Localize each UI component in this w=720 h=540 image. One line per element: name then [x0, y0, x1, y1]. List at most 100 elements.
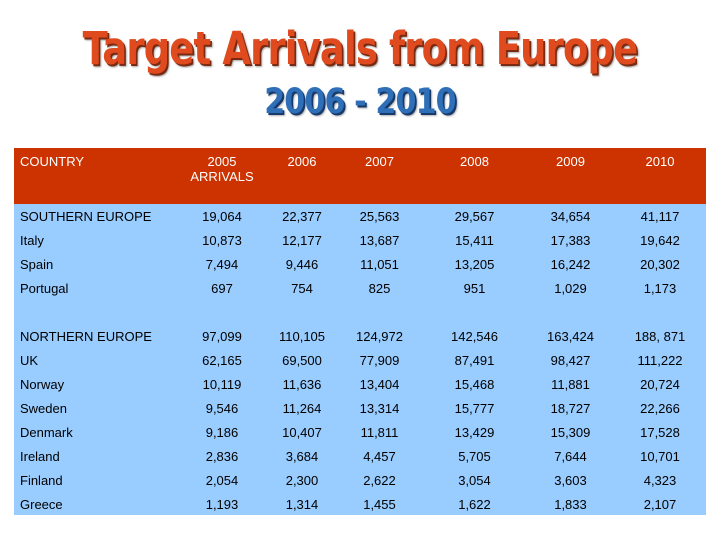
country-cell: SOUTHERN EUROPE [20, 208, 152, 224]
table-row: NORTHERN EUROPE 97,099 110,105 124,972 1… [14, 324, 706, 348]
table-row: Portugal 697 754 825 951 1,029 1,173 [14, 276, 706, 300]
value-cell: 11,051 [360, 256, 399, 272]
country-cell: Norway [20, 376, 65, 392]
value-cell: 1,173 [643, 280, 677, 296]
value-cell: 1,314 [285, 496, 319, 512]
country-cell: Finland [20, 472, 63, 488]
value-cell: 98,427 [550, 352, 591, 368]
country-cell: UK [20, 352, 39, 368]
column-header-2009: 2009 [556, 154, 585, 169]
value-cell: 19,064 [202, 208, 242, 224]
value-cell: 7,494 [205, 256, 239, 272]
value-cell: 13,404 [359, 376, 400, 392]
table-row: Italy 10,873 12,177 13,687 15,411 17,383… [14, 228, 706, 252]
value-cell: 3,603 [554, 472, 587, 488]
value-cell: 15,411 [455, 232, 494, 248]
value-cell: 9,546 [205, 400, 239, 416]
value-cell: 11,811 [360, 424, 399, 440]
value-cell: 29,567 [454, 208, 495, 224]
table-row: SOUTHERN EUROPE 19,064 22,377 25,563 29,… [14, 204, 706, 228]
value-cell: 2,107 [643, 496, 677, 512]
value-cell: 18,727 [550, 400, 591, 416]
table-row: Norway 10,119 11,636 13,404 15,468 11,88… [14, 372, 706, 396]
column-header-2008: 2008 [460, 154, 489, 169]
value-cell: 19,642 [640, 232, 680, 248]
value-cell: 754 [291, 280, 313, 296]
country-cell: Portugal [20, 280, 69, 296]
value-cell: 10,873 [202, 232, 242, 248]
value-cell: 1,455 [363, 496, 396, 512]
value-cell: 142,546 [451, 328, 498, 344]
value-cell: 15,777 [454, 400, 495, 416]
table-row: Denmark 9,186 10,407 11,811 13,429 15,30… [14, 420, 706, 444]
value-cell: 62,165 [202, 352, 242, 368]
table-row-spacer [14, 300, 706, 324]
value-cell: 10,407 [282, 424, 322, 440]
country-cell: Greece [20, 496, 63, 512]
value-cell: 77,909 [359, 352, 400, 368]
value-cell: 2,054 [205, 472, 239, 488]
table-row: Sweden 9,546 11,264 13,314 15,777 18,727… [14, 396, 706, 420]
country-cell: Ireland [20, 448, 60, 464]
value-cell: 22,377 [282, 208, 322, 224]
value-cell: 25,563 [359, 208, 400, 224]
page-title: Target Arrivals from Europe [82, 22, 638, 75]
value-cell: 17,383 [550, 232, 591, 248]
value-cell: 163,424 [547, 328, 594, 344]
value-cell: 951 [463, 280, 486, 296]
table-row: UK 62,165 69,500 77,909 87,491 98,427 11… [14, 348, 706, 372]
value-cell: 11,881 [551, 376, 590, 392]
value-cell: 11,636 [282, 376, 322, 392]
value-cell: 3,684 [285, 448, 319, 464]
arrivals-table: COUNTRY 2005 ARRIVALS 2006 2007 2008 200… [14, 148, 706, 516]
value-cell: 124,972 [356, 328, 403, 344]
value-cell: 5,705 [458, 448, 491, 464]
table-row: Ireland 2,836 3,684 4,457 5,705 7,644 10… [14, 444, 706, 468]
value-cell: 10,119 [202, 376, 242, 392]
value-cell: 41,117 [640, 208, 680, 224]
country-cell: Spain [20, 256, 54, 272]
country-cell: Denmark [20, 424, 73, 440]
value-cell: 7,644 [554, 448, 587, 464]
column-header-2005-label: 2005 ARRIVALS [190, 154, 254, 184]
value-cell: 13,314 [359, 400, 400, 416]
value-cell: 4,323 [643, 472, 677, 488]
value-cell: 2,622 [363, 472, 396, 488]
column-header-2007: 2007 [365, 154, 394, 169]
value-cell: 1,193 [205, 496, 239, 512]
value-cell: 825 [368, 280, 391, 296]
value-cell: 34,654 [550, 208, 591, 224]
value-cell: 87,491 [454, 352, 495, 368]
value-cell: 15,309 [550, 424, 591, 440]
value-cell: 9,446 [285, 256, 319, 272]
value-cell: 111,222 [637, 352, 683, 368]
value-cell: 15,468 [454, 376, 495, 392]
value-cell: 188, 871 [634, 328, 686, 344]
value-cell: 1,029 [554, 280, 587, 296]
value-cell: 16,242 [550, 256, 591, 272]
arrivals-table-container: COUNTRY 2005 ARRIVALS 2006 2007 2008 200… [14, 148, 706, 515]
value-cell: 9,186 [205, 424, 239, 440]
country-cell: Italy [20, 232, 44, 248]
value-cell: 110,105 [278, 328, 326, 344]
value-cell: 11,264 [282, 400, 322, 416]
country-cell: Sweden [20, 400, 67, 416]
table-row: Finland 2,054 2,300 2,622 3,054 3,603 4,… [14, 468, 706, 492]
value-cell: 17,528 [640, 424, 680, 440]
value-cell: 69,500 [282, 352, 322, 368]
value-cell: 697 [211, 280, 233, 296]
value-cell: 1,622 [458, 496, 491, 512]
value-cell: 13,429 [454, 424, 495, 440]
value-cell: 13,687 [359, 232, 400, 248]
country-cell: NORTHERN EUROPE [20, 328, 152, 344]
value-cell: 3,054 [458, 472, 491, 488]
spacer-cell [14, 300, 706, 324]
table-header-row: COUNTRY 2005 ARRIVALS 2006 2007 2008 200… [14, 148, 706, 204]
value-cell: 20,302 [640, 256, 680, 272]
value-cell: 22,266 [640, 400, 680, 416]
page-subtitle: 2006 - 2010 [264, 82, 456, 122]
column-header-country: COUNTRY [20, 154, 85, 169]
column-header-2010: 2010 [645, 154, 675, 169]
table-row: Greece 1,193 1,314 1,455 1,622 1,833 2,1… [14, 492, 706, 516]
column-header-2005: 2005 ARRIVALS [177, 148, 267, 204]
